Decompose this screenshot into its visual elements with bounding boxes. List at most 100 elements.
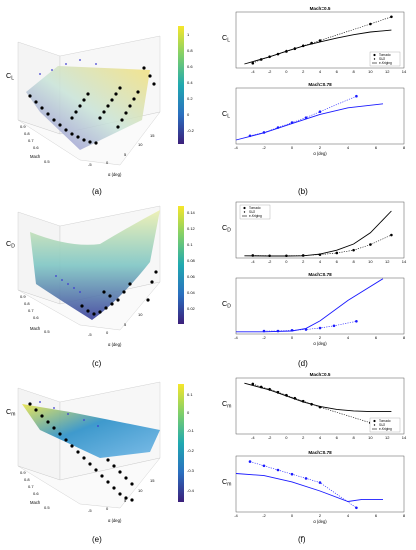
data-point (304, 477, 308, 480)
data-point (304, 116, 308, 119)
series-line (244, 382, 392, 413)
svg-text:0: 0 (106, 506, 109, 511)
data-point (290, 472, 294, 476)
svg-text:15: 15 (150, 478, 155, 483)
x-tick-label: 12 (385, 435, 390, 440)
alpha-ticks-e: -5 0 5 10 15 (88, 478, 155, 513)
mach-label-e: Mach (30, 500, 41, 505)
svg-text:0.8: 0.8 (24, 477, 30, 482)
svg-text:0.14: 0.14 (187, 210, 196, 215)
data-point (335, 251, 339, 255)
tornado-points-a (28, 66, 156, 145)
x-tick-label: -4 (251, 435, 255, 440)
svg-text:1: 1 (187, 32, 190, 37)
x-tick-label: -2 (268, 69, 272, 74)
legend-entry: Tornado (379, 419, 391, 423)
x-axis-label: α (deg) (313, 151, 327, 156)
caption-f: (f) (298, 535, 306, 544)
series-line (244, 29, 392, 65)
svg-text:-5: -5 (88, 508, 92, 513)
x-tick-label: -2 (268, 259, 272, 264)
svg-text:0.6: 0.6 (33, 491, 39, 496)
legend-marker (243, 206, 246, 210)
data-point (248, 460, 252, 463)
panel-title: Mach=0.78 (308, 450, 332, 455)
y-axis-label: Cm (222, 399, 231, 410)
tornado-points-e (28, 402, 134, 502)
legend-marker (243, 211, 246, 213)
svg-text:-0.3: -0.3 (187, 468, 195, 473)
series-e-kriging (236, 278, 384, 333)
svg-text:0.8: 0.8 (24, 131, 30, 136)
y-axis-label-subscript: m (227, 404, 231, 410)
panel-title: Mach=0.5 (310, 6, 331, 11)
legend-marker (373, 58, 376, 60)
alpha-label-c: α (deg) (108, 342, 122, 347)
x-tick-label: 0 (291, 335, 294, 340)
moment-surface (22, 404, 160, 458)
data-point (355, 320, 358, 323)
y-axis-label-subscript: D (227, 228, 231, 234)
legend-entry: e-Kriging (379, 61, 392, 65)
data-point (369, 243, 372, 246)
mach-ticks-e: 0.9 0.8 0.7 0.6 0.5 (20, 470, 50, 510)
svg-text:10: 10 (138, 312, 143, 317)
x-tick-label: 0 (291, 513, 294, 518)
x-tick-label: 6 (375, 145, 378, 150)
x-tick-label: 8 (403, 145, 406, 150)
data-point (390, 233, 393, 237)
y-axis-label: CL (222, 33, 230, 44)
svg-text:-5: -5 (88, 162, 92, 167)
colorbar-c (178, 206, 184, 324)
x-tick-label: 6 (375, 513, 378, 518)
legend-marker (373, 424, 376, 426)
data-point (310, 41, 313, 44)
svg-text:10: 10 (138, 142, 143, 147)
svg-text:0.7: 0.7 (28, 308, 34, 313)
x-tick-label: 2 (319, 335, 322, 340)
x-tick-label: 4 (347, 513, 350, 518)
floor (17, 457, 161, 509)
x-tick-label: 4 (319, 435, 322, 440)
series-e-kriging (244, 382, 392, 413)
svg-text:0.6: 0.6 (33, 145, 39, 150)
x-tick-label: 8 (403, 335, 406, 340)
x-tick-label: -4 (234, 335, 238, 340)
x-tick-label: -4 (234, 145, 238, 150)
x-tick-label: 6 (336, 69, 339, 74)
svg-text:0.2: 0.2 (187, 96, 193, 101)
x-tick-label: 10 (368, 69, 373, 74)
caption-e: (e) (92, 535, 102, 544)
surface-plot-c: CD Mach α (deg) 0.9 0.8 0.7 0.6 0.5 -5 0… (6, 205, 196, 368)
x-tick-label: -4 (251, 259, 255, 264)
x-tick-label: 6 (375, 335, 378, 340)
series-e-kriging (235, 103, 384, 141)
x-tick-label: 14 (402, 259, 407, 264)
x-tick-label: 0 (291, 145, 294, 150)
x-tick-label: 2 (319, 513, 322, 518)
surface-plot-a: CL Mach α (deg) 0.9 0.8 0.7 0.6 0.5 -5 0… (6, 26, 195, 196)
legend-box (369, 51, 401, 67)
x-tick-label: -2 (262, 335, 266, 340)
x-tick-label: 14 (402, 435, 407, 440)
y-axis-label-subscript: m (227, 482, 231, 488)
data-point (262, 464, 266, 468)
z-label-e: Cm (6, 407, 15, 418)
x-tick-label: 8 (403, 513, 406, 518)
legend-entry: SU2 (249, 210, 255, 214)
svg-text:0.1: 0.1 (187, 392, 193, 397)
svg-text:0.12: 0.12 (187, 226, 196, 231)
svg-text:0.9: 0.9 (20, 294, 26, 299)
data-point (355, 506, 358, 510)
line-panel-5: Mach=0.5Cm-4 -2 0 2 4 6 8 10 12 14TornadoSU2e-Kri… (222, 372, 407, 440)
x-tick-label: 2 (302, 69, 305, 74)
mach-ticks-c: 0.9 0.8 0.7 0.6 0.5 (20, 294, 50, 334)
caption-c: (c) (92, 359, 102, 368)
alpha-ticks-a: -5 0 5 10 15 (88, 133, 155, 167)
legend-marker (373, 419, 376, 423)
x-tick-label: 0 (285, 259, 288, 264)
